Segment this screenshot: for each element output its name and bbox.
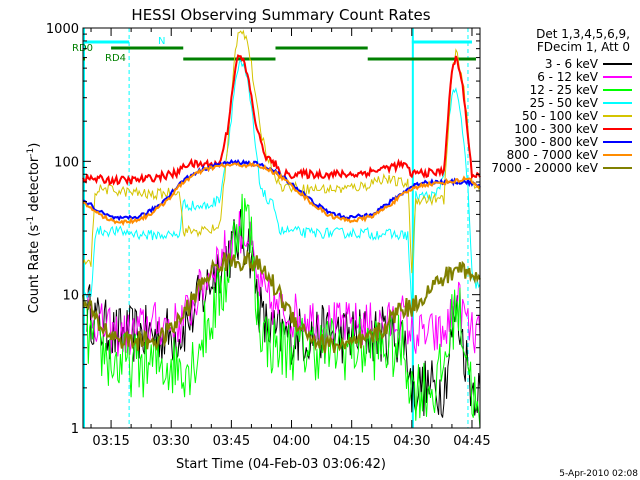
flag-label: RD4 [105, 53, 126, 64]
x-tick-label: 03:30 [152, 434, 189, 449]
timestamp: 5-Apr-2010 02:08 [559, 469, 638, 479]
y-axis-label-sup1: -1 [26, 216, 36, 225]
flag-label: N [158, 36, 165, 47]
series-line [86, 211, 481, 357]
series-line [82, 54, 481, 186]
x-tick-label: 03:45 [213, 434, 250, 449]
series-line [86, 193, 481, 429]
legend-header-line-2: FDecim 1, Att 0 [537, 40, 630, 54]
x-tick-label: 03:15 [92, 434, 129, 449]
x-tick-label: 04:30 [393, 434, 430, 449]
y-axis-label: Count Rate (s-1 detector-1) [26, 143, 42, 314]
y-axis-label-sup2: -1 [26, 148, 36, 157]
legend: Det 1,3,4,5,6,9, FDecim 1, Att 0 3 - 6 k… [491, 27, 632, 175]
y-tick-label: 1000 [46, 22, 79, 37]
legend-label: 25 - 50 keV [530, 96, 599, 110]
y-tick-label: 10 [62, 289, 79, 304]
y-axis-label-end: ) [27, 143, 42, 148]
plot-frame [82, 27, 481, 429]
y-tick-label: 1 [71, 422, 79, 437]
x-axis-label: Start Time (04-Feb-03 03:06:42) [176, 457, 386, 472]
series-layer [82, 29, 481, 429]
legend-label: 7000 - 20000 keV [491, 161, 598, 175]
series-line [82, 249, 481, 354]
x-tick-label: 04:45 [453, 434, 490, 449]
y-tick-label: 100 [54, 155, 79, 170]
y-axis-label-mid: detector [27, 156, 42, 216]
x-tick-label: 04:00 [273, 434, 310, 449]
legend-label: 300 - 800 keV [514, 135, 598, 149]
legend-label: 3 - 6 keV [545, 57, 599, 71]
night-bar [411, 28, 414, 428]
series-line [82, 29, 481, 274]
axis-layer: 1 10 100 1000 03:15 03:30 03:45 04:00 04:15 04:30… [46, 22, 491, 449]
x-tick-label: 04:15 [333, 434, 370, 449]
series-line [82, 161, 481, 227]
legend-label: 100 - 300 keV [514, 122, 598, 136]
series-line [82, 59, 481, 310]
legend-label: 6 - 12 keV [537, 70, 599, 84]
legend-header-line-1: Det 1,3,4,5,6,9, [536, 27, 630, 41]
legend-label: 800 - 7000 keV [507, 148, 599, 162]
night-bar [83, 28, 86, 428]
y-axis-label-start: Count Rate (s [27, 225, 42, 314]
chart-title: HESSI Observing Summary Count Rates [131, 6, 430, 24]
legend-label: 12 - 25 keV [530, 83, 599, 97]
legend-label: 50 - 100 keV [522, 109, 599, 123]
plot-area [83, 28, 469, 428]
